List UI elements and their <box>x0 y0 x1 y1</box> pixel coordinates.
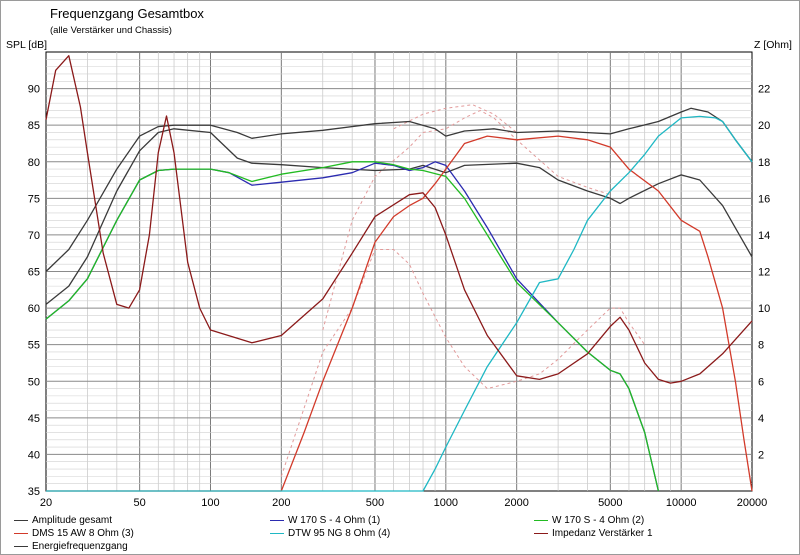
x-tick-label: 200 <box>272 497 290 509</box>
y-tick-label-left: 50 <box>28 376 40 388</box>
legend-swatch <box>270 519 284 521</box>
y-tick-label-right: 12 <box>758 267 770 279</box>
legend-label: W 170 S - 4 Ohm (2) <box>552 514 645 526</box>
y-tick-label-left: 45 <box>28 413 40 425</box>
y-tick-label-right: 16 <box>758 193 770 205</box>
x-tick-label: 1000 <box>434 497 458 509</box>
x-tick-label: 100 <box>201 497 219 509</box>
x-tick-label: 20 <box>40 497 52 509</box>
y-axis-right-label: Z [Ohm] <box>754 39 792 51</box>
x-tick-label: 5000 <box>598 497 622 509</box>
legend-label: Amplitude gesamt <box>32 514 113 526</box>
chart-subtitle: (alle Verstärker und Chassis) <box>50 25 172 36</box>
legend-swatch <box>534 532 548 534</box>
series-line <box>46 135 753 492</box>
y-tick-label-left: 85 <box>28 120 40 132</box>
x-tick-label: 2000 <box>504 497 528 509</box>
y-tick-label-right: 18 <box>758 157 770 169</box>
y-tick-label-right: 20 <box>758 120 770 132</box>
y-tick-label-left: 60 <box>28 303 40 315</box>
y-tick-label-left: 40 <box>28 449 40 461</box>
y-tick-label-right: 10 <box>758 303 770 315</box>
series-line <box>45 107 753 272</box>
y-tick-label-left: 65 <box>28 267 40 279</box>
dashed-reference-curve <box>280 249 646 477</box>
legend-item-impedanz: Impedanz Verstärker 1 <box>534 527 653 539</box>
y-tick-label-left: 80 <box>28 157 40 169</box>
legend-swatch <box>14 532 28 534</box>
legend-item-dtw95ng: DTW 95 NG 8 Ohm (4) <box>270 527 390 539</box>
legend-swatch <box>14 545 28 547</box>
legend-swatch <box>534 519 548 521</box>
chart-title: Frequenzgang Gesamtbox <box>50 6 204 21</box>
legend-item-dms15aw: DMS 15 AW 8 Ohm (3) <box>14 527 134 539</box>
x-tick-label: 20000 <box>737 497 768 509</box>
legend-label: W 170 S - 4 Ohm (1) <box>288 514 381 526</box>
y-tick-label-left: 35 <box>28 486 40 498</box>
y-tick-label-left: 55 <box>28 340 40 352</box>
legend-label: DTW 95 NG 8 Ohm (4) <box>288 527 391 539</box>
y-tick-label-right: 22 <box>758 84 770 96</box>
series-line <box>46 115 753 492</box>
x-tick-label: 50 <box>134 497 146 509</box>
y-tick-label-right: 14 <box>758 230 770 242</box>
dashed-reference-curve <box>322 109 611 331</box>
legend-label: Energiefrequenzgang <box>32 540 128 552</box>
legend-swatch <box>270 532 284 534</box>
legend-label: Impedanz Verstärker 1 <box>552 527 653 539</box>
legend-swatch <box>14 519 28 521</box>
series-line <box>45 161 660 492</box>
series-line <box>45 128 753 305</box>
y-tick-label-right: 2 <box>758 449 764 461</box>
y-tick-label-left: 75 <box>28 193 40 205</box>
legend-item-energiefrequenzgang: Energiefrequenzgang <box>14 540 128 552</box>
legend-item-w170s-2: W 170 S - 4 Ohm (2) <box>534 514 644 526</box>
y-axis-left-label: SPL [dB] <box>6 39 48 51</box>
y-tick-label-left: 70 <box>28 230 40 242</box>
legend-item-w170s-1: W 170 S - 4 Ohm (1) <box>270 514 380 526</box>
x-tick-label: 500 <box>366 497 384 509</box>
legend-item-amplitude-gesamt: Amplitude gesamt <box>14 514 112 526</box>
series-line <box>45 55 753 384</box>
x-tick-label: 10000 <box>666 497 697 509</box>
legend-label: DMS 15 AW 8 Ohm (3) <box>32 527 134 539</box>
y-tick-label-left: 90 <box>28 84 40 96</box>
y-tick-label-right: 8 <box>758 340 764 352</box>
y-tick-label-right: 4 <box>758 413 764 425</box>
y-tick-label-right: 6 <box>758 376 764 388</box>
